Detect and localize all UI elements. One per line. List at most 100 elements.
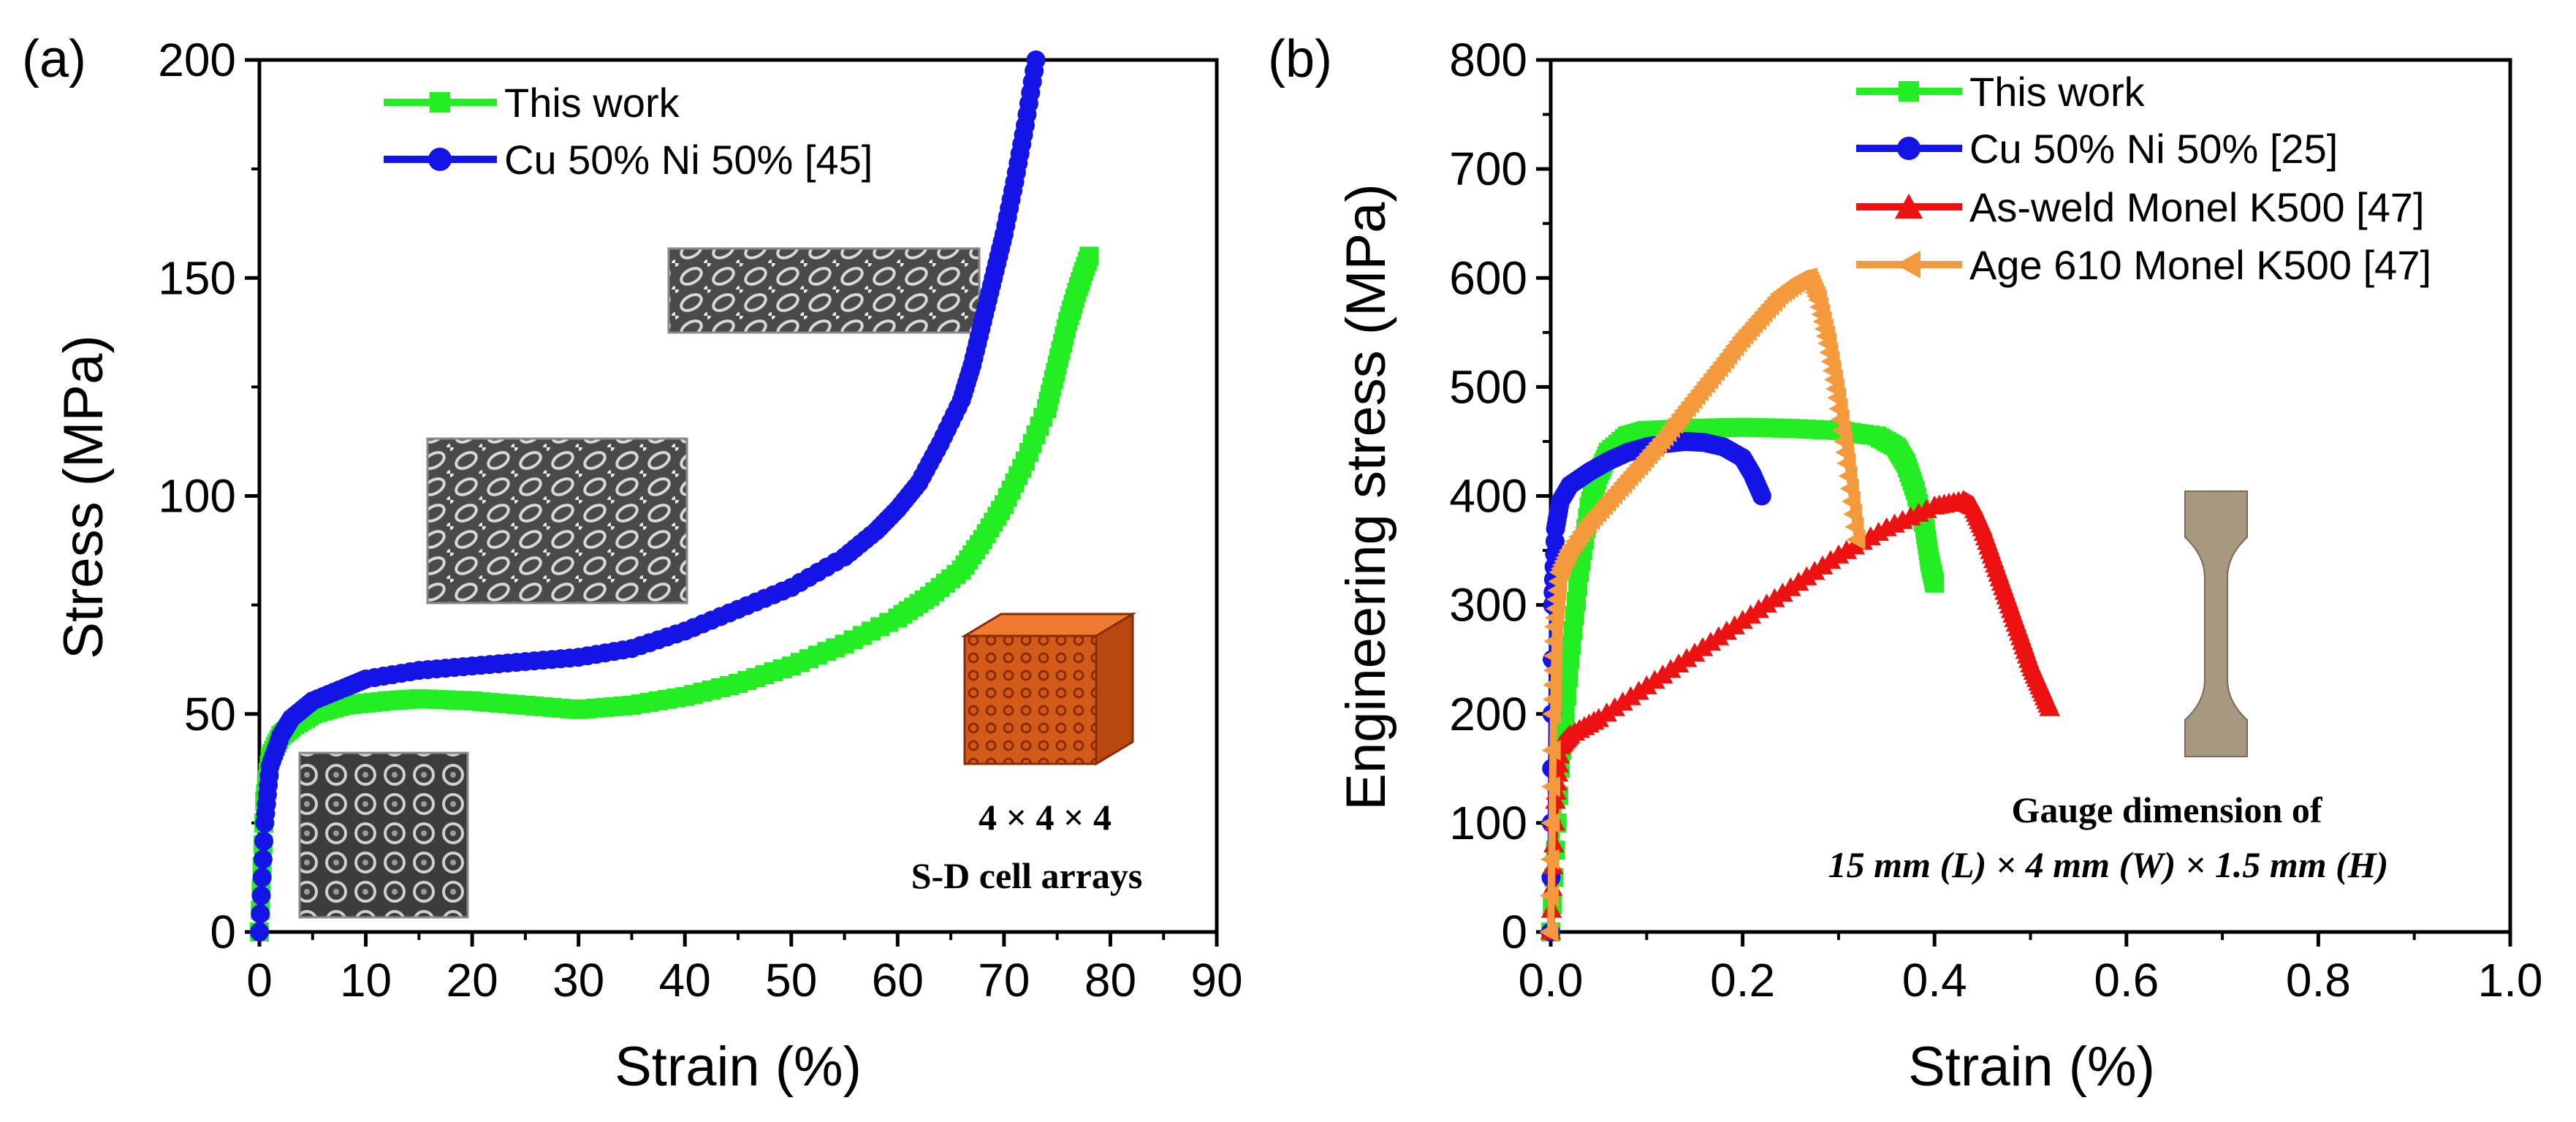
data-point xyxy=(1026,50,1046,69)
panel-a-ylabel: Stress (MPa) xyxy=(53,335,115,659)
legend-label: As-weld Monel K500 [47] xyxy=(1969,184,2425,230)
x-tick-label: 90 xyxy=(1190,954,1242,1007)
inset-image-compressed xyxy=(667,247,981,334)
panel-b-ticks: 0.0 0.2 0.4 0.6 0.8 1.0 0 100 200 300 400 500 600 700… xyxy=(1449,34,2542,1007)
data-point xyxy=(251,904,270,924)
y-tick-label: 0 xyxy=(210,906,236,958)
data-point xyxy=(1543,659,1562,681)
data-point xyxy=(1541,740,1561,761)
series-this-work xyxy=(1541,417,1945,941)
data-point xyxy=(1752,486,1771,506)
data-point xyxy=(1541,776,1561,797)
legend-label: Age 610 Monel K500 [47] xyxy=(1969,242,2431,288)
data-point xyxy=(1846,528,1866,550)
specimen-shape-image xyxy=(2184,490,2248,757)
x-tick-label: 60 xyxy=(872,954,924,1007)
data-point xyxy=(1844,516,1864,538)
panel-b-xlabel: Strain (%) xyxy=(1908,1036,2155,1098)
y-tick-label: 700 xyxy=(1449,143,1527,195)
y-tick-label: 300 xyxy=(1449,579,1527,632)
panel-a: (a) 0 10 20 30 40 50 60 70 80 90 0 50 100 150 200 This… xyxy=(22,30,1243,1098)
data-point xyxy=(1839,478,1859,499)
x-tick-label: 40 xyxy=(659,954,711,1007)
data-point xyxy=(1543,631,1563,652)
y-tick-label: 600 xyxy=(1449,251,1527,304)
data-point xyxy=(1539,921,1559,943)
x-tick-label: 0.6 xyxy=(2094,954,2159,1007)
data-point xyxy=(1843,504,1863,525)
x-tick-label: 0.8 xyxy=(2286,954,2351,1007)
series-line xyxy=(1547,274,1862,933)
panel-a-series-layer xyxy=(250,50,1099,941)
x-tick-label: 0.0 xyxy=(1519,954,1584,1007)
data-point xyxy=(254,831,274,851)
panel-a-ticks: 0 10 20 30 40 50 60 70 80 90 0 50 100 150 200 xyxy=(158,34,1242,1007)
x-tick-label: 0.4 xyxy=(1902,954,1967,1007)
inset-image-mid xyxy=(426,437,688,604)
data-point xyxy=(250,922,269,941)
data-point xyxy=(253,849,273,869)
legend-age-610: Age 610 Monel K500 [47] xyxy=(1856,242,2431,288)
x-tick-label: 0.2 xyxy=(1710,954,1775,1007)
data-point xyxy=(251,886,271,906)
data-point xyxy=(1079,246,1099,266)
cube-model-image xyxy=(960,612,1137,766)
y-tick-label: 400 xyxy=(1449,470,1527,523)
y-tick-label: 200 xyxy=(158,34,236,86)
y-tick-label: 150 xyxy=(158,251,236,304)
gauge-annotation-line-1: Gauge dimension of xyxy=(2011,789,2322,830)
data-point xyxy=(2039,697,2061,716)
y-tick-label: 800 xyxy=(1449,34,1527,86)
inset-image-initial xyxy=(298,751,469,919)
x-tick-label: 10 xyxy=(340,954,392,1007)
y-tick-label: 100 xyxy=(1449,797,1527,849)
panel-b-series-layer xyxy=(1539,267,2061,943)
gauge-annotation-line-2: 15 mm (L) × 4 mm (W) × 1.5 mm (H) xyxy=(1828,844,2389,885)
x-tick-label: 0 xyxy=(246,954,273,1007)
y-tick-label: 200 xyxy=(1449,688,1527,740)
y-tick-label: 500 xyxy=(1449,360,1527,413)
panel-b-ylabel: Engineering stress (MPa) xyxy=(1335,183,1397,810)
legend-cu-ni: Cu 50% Ni 50% [45] xyxy=(384,137,873,183)
data-point xyxy=(1836,452,1856,474)
x-tick-label: 80 xyxy=(1084,954,1136,1007)
data-point xyxy=(252,868,272,887)
legend-label: This work xyxy=(1969,69,2146,115)
legend-as-weld: As-weld Monel K500 [47] xyxy=(1856,184,2425,230)
legend-cu-ni: Cu 50% Ni 50% [25] xyxy=(1856,126,2338,172)
data-point xyxy=(1540,884,1559,906)
panel-a-legend: This work Cu 50% Ni 50% [45] xyxy=(384,80,873,183)
data-point xyxy=(1838,465,1858,487)
x-tick-label: 30 xyxy=(552,954,604,1007)
x-tick-label: 70 xyxy=(978,954,1030,1007)
data-point xyxy=(1841,490,1861,512)
data-point xyxy=(1540,812,1560,834)
y-tick-label: 0 xyxy=(1501,906,1527,958)
y-tick-label: 100 xyxy=(158,470,236,523)
data-point xyxy=(1540,849,1559,870)
legend-this-work: This work xyxy=(1856,69,2146,115)
y-tick-label: 50 xyxy=(184,688,236,740)
x-tick-label: 50 xyxy=(765,954,817,1007)
panel-b-label: (b) xyxy=(1268,30,1332,88)
legend-this-work: This work xyxy=(384,80,680,126)
array-annotation-line-1: 4 × 4 × 4 xyxy=(979,797,1112,838)
panel-b: (b) 0.0 0.2 0.4 0.6 0.8 1.0 0 100 200 300 400 500 60… xyxy=(1268,30,2542,1098)
panel-b-legend: This work Cu 50% Ni 50% [25] As-weld Mon… xyxy=(1856,69,2431,288)
panel-a-xlabel: Strain (%) xyxy=(615,1036,862,1098)
legend-label: Cu 50% Ni 50% [45] xyxy=(504,137,873,183)
legend-label: This work xyxy=(504,80,680,126)
series-age-610-monel-k500-47 xyxy=(1539,267,1866,943)
series-cu-50-ni-50-45 xyxy=(250,50,1046,941)
data-point xyxy=(1543,645,1563,667)
data-point xyxy=(1542,689,1562,710)
x-tick-label: 1.0 xyxy=(2478,954,2543,1007)
data-point xyxy=(1543,674,1562,696)
data-point xyxy=(1925,573,1945,593)
legend-label: Cu 50% Ni 50% [25] xyxy=(1969,126,2338,172)
panel-a-label: (a) xyxy=(22,30,86,88)
x-tick-label: 20 xyxy=(447,954,498,1007)
data-point xyxy=(1542,703,1562,725)
array-annotation-line-2: S-D cell arrays xyxy=(911,855,1143,896)
